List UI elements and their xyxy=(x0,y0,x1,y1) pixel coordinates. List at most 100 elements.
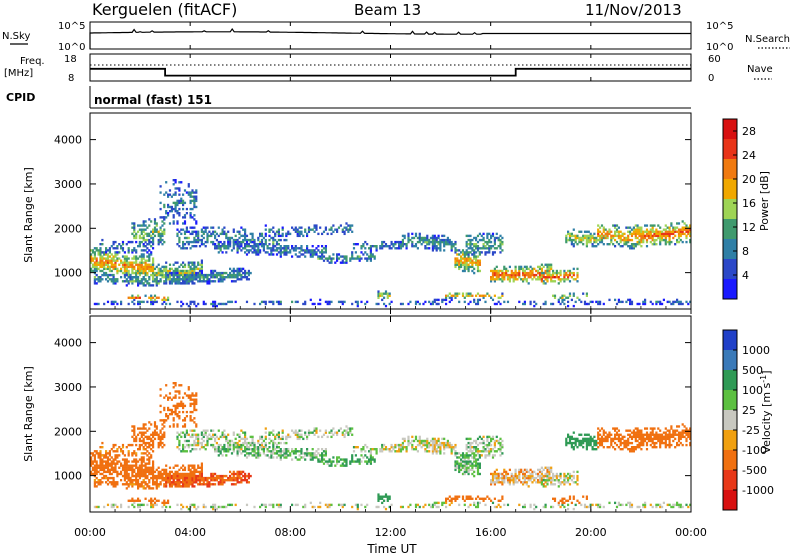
heatmap-cell xyxy=(152,487,155,490)
heatmap-cell xyxy=(91,259,95,262)
heatmap-cell xyxy=(197,280,200,283)
heatmap-cell xyxy=(197,443,200,447)
heatmap-cell xyxy=(150,443,153,447)
heatmap-cell xyxy=(210,276,213,279)
heatmap-cell xyxy=(105,257,108,260)
heatmap-cell xyxy=(116,462,119,465)
heatmap-cell xyxy=(414,245,418,248)
heatmap-cell xyxy=(257,448,260,451)
heatmap-cell xyxy=(685,228,688,231)
heatmap-cell xyxy=(146,247,149,250)
heatmap-cell xyxy=(182,280,185,283)
heatmap-cell xyxy=(593,236,596,240)
heatmap-cell xyxy=(133,460,136,463)
heatmap-cell xyxy=(120,261,123,264)
heatmap-cell xyxy=(343,429,346,432)
heatmap-cell xyxy=(165,419,168,422)
heatmap-cell xyxy=(142,470,145,474)
heatmap-cell xyxy=(163,273,166,277)
heatmap-cell xyxy=(527,271,530,275)
heatmap-cell xyxy=(121,247,125,250)
heatmap-cell xyxy=(309,452,312,455)
heatmap-cell xyxy=(439,238,442,242)
heatmap-cell xyxy=(90,452,93,455)
heatmap-cell xyxy=(317,458,320,461)
heatmap-cell xyxy=(183,466,187,469)
heatmap-cell xyxy=(105,464,108,467)
heatmap-cell xyxy=(125,257,128,260)
heatmap-cell xyxy=(125,273,128,277)
heatmap-cell xyxy=(469,454,472,457)
heatmap-cell xyxy=(193,476,196,480)
heatmap-cell xyxy=(193,269,196,273)
heatmap-cell xyxy=(537,269,540,273)
heatmap-cell xyxy=(106,476,110,480)
heatmap-cell xyxy=(240,429,243,432)
heatmap-cell xyxy=(473,456,476,459)
heatmap-cell xyxy=(488,450,491,453)
heatmap-cell xyxy=(129,273,132,277)
heatmap-cell xyxy=(510,479,513,482)
heatmap-cell xyxy=(557,278,560,281)
heatmap-cell xyxy=(97,481,100,484)
heatmap-cell xyxy=(540,263,543,266)
heatmap-cell xyxy=(97,456,100,459)
heatmap-cell xyxy=(473,452,476,455)
heatmap-cell xyxy=(463,472,466,476)
heatmap-cell xyxy=(225,234,228,238)
heatmap-cell xyxy=(197,271,200,275)
heatmap-cell xyxy=(306,249,309,252)
heatmap-cell xyxy=(106,267,110,271)
heatmap-cell xyxy=(272,249,275,252)
heatmap-cell xyxy=(227,450,230,453)
heatmap-cell xyxy=(206,435,209,439)
heatmap-cell xyxy=(328,228,331,231)
heatmap-cell xyxy=(163,282,166,285)
heatmap-cell xyxy=(262,249,265,252)
heatmap-cell xyxy=(471,253,474,256)
heatmap-cell xyxy=(490,234,493,238)
heatmap-cell xyxy=(615,240,619,244)
heatmap-cell xyxy=(490,280,493,283)
heatmap-cell xyxy=(227,236,230,240)
heatmap-cell xyxy=(114,278,117,281)
heatmap-cell xyxy=(377,499,380,502)
heatmap-cell xyxy=(200,483,203,486)
heatmap-cell xyxy=(140,439,143,443)
heatmap-cell xyxy=(161,423,164,426)
heatmap-cell xyxy=(172,423,175,426)
heatmap-cell xyxy=(157,472,160,476)
heatmap-cell xyxy=(176,425,179,428)
heatmap-cell xyxy=(491,479,495,482)
heatmap-cell xyxy=(672,302,675,306)
heatmap-cell xyxy=(356,302,359,306)
heatmap-cell xyxy=(651,236,654,240)
heatmap-cell xyxy=(497,278,500,281)
heatmap-cell xyxy=(182,243,185,246)
heatmap-cell xyxy=(191,470,194,474)
heatmap-cell xyxy=(238,273,241,277)
heatmap-cell xyxy=(476,448,480,451)
heatmap-cell xyxy=(435,236,438,240)
heatmap-cell xyxy=(219,280,222,283)
heatmap-cell xyxy=(133,468,136,472)
heatmap-cell xyxy=(471,238,474,242)
heatmap-cell xyxy=(118,446,121,449)
heatmap-cell xyxy=(321,253,324,256)
heatmap-cell xyxy=(495,476,498,480)
freq-tick-bottom: 8 xyxy=(68,73,74,84)
heatmap-cell xyxy=(183,220,187,223)
heatmap-cell xyxy=(681,232,684,236)
heatmap-cell xyxy=(503,468,506,472)
heatmap-cell xyxy=(142,300,145,304)
heatmap-cell xyxy=(247,269,250,273)
heatmap-cell xyxy=(336,458,339,461)
heatmap-cell xyxy=(101,255,104,258)
heatmap-cell xyxy=(450,240,453,244)
heatmap-cell xyxy=(146,446,149,449)
heatmap-cell xyxy=(193,474,196,478)
heatmap-cell xyxy=(490,296,493,299)
heatmap-cell xyxy=(135,232,138,236)
heatmap-cell xyxy=(437,234,440,238)
heatmap-cell xyxy=(200,243,203,246)
